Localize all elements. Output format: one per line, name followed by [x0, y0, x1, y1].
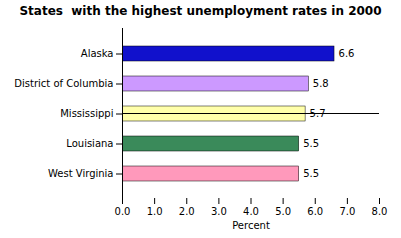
svg-text:4.0: 4.0 [243, 206, 259, 217]
svg-text:5.0: 5.0 [275, 206, 291, 217]
svg-text:5.5: 5.5 [303, 138, 319, 149]
svg-text:West Virginia: West Virginia [48, 168, 113, 179]
svg-text:2.0: 2.0 [179, 206, 195, 217]
svg-text:5.8: 5.8 [313, 78, 329, 89]
svg-text:6.6: 6.6 [339, 48, 355, 59]
svg-text:5.5: 5.5 [303, 168, 319, 179]
svg-text:1.0: 1.0 [147, 206, 163, 217]
svg-text:Alaska: Alaska [81, 48, 114, 59]
svg-text:5.7: 5.7 [309, 108, 326, 120]
svg-text:3.0: 3.0 [211, 206, 227, 217]
svg-text:6.0: 6.0 [307, 206, 323, 217]
svg-text:0.0: 0.0 [115, 206, 131, 217]
html-text:States with the highest unempl: States with the highest unemployment rat… [19, 4, 382, 18]
svg-text:Mississippi: Mississippi [60, 108, 113, 119]
svg-text:District of Columbia: District of Columbia [14, 78, 113, 89]
svg-text:Louisiana: Louisiana [66, 138, 113, 149]
svg-text:Percent: Percent [232, 220, 270, 231]
svg-text:8.0: 8.0 [372, 206, 388, 217]
svg-text:7.0: 7.0 [339, 206, 355, 217]
